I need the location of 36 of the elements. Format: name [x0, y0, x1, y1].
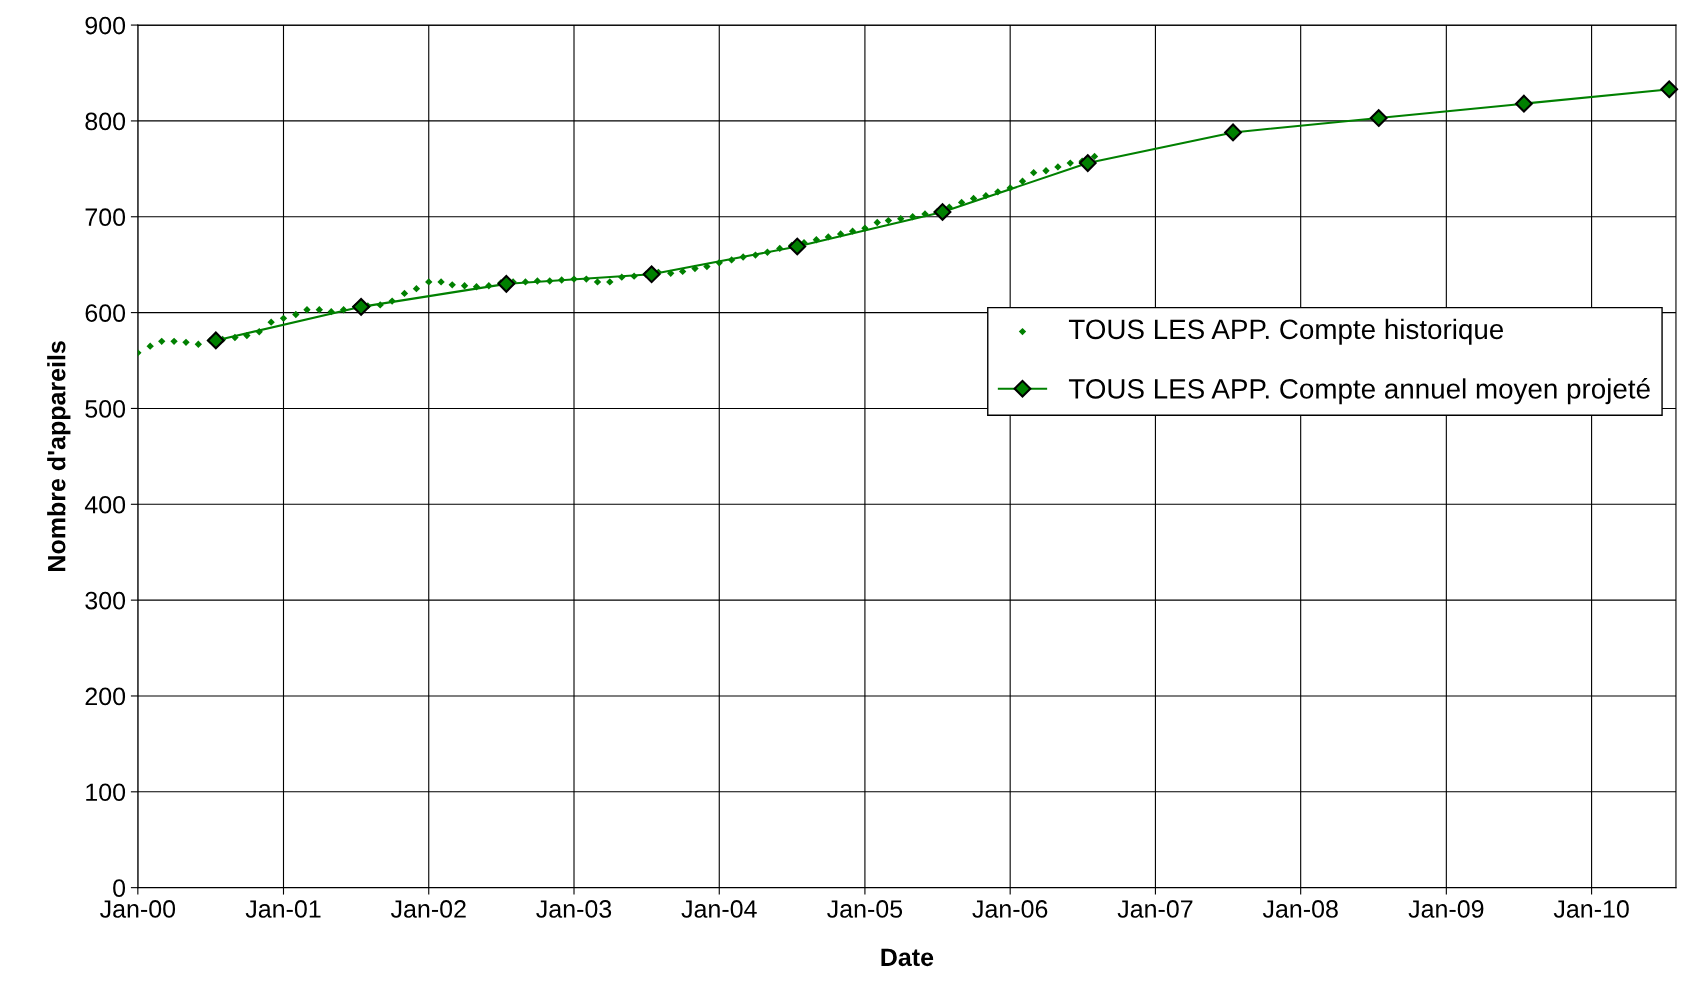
y-tick-label: 800	[85, 112, 126, 131]
x-tick-label: Jan-05	[827, 900, 903, 918]
x-tick-label: Jan-03	[536, 900, 612, 918]
x-tick-label: Jan-10	[1553, 900, 1629, 918]
y-tick-label: 700	[85, 208, 126, 227]
x-tick-label: Jan-08	[1262, 900, 1338, 918]
y-tick-label: 0	[113, 879, 126, 897]
x-tick-label: Jan-07	[1117, 900, 1193, 918]
point	[1078, 154, 1097, 172]
x-tick-label: Jan-02	[390, 900, 466, 918]
point	[352, 297, 370, 316]
point	[1660, 80, 1679, 99]
point	[933, 203, 952, 221]
point	[788, 237, 807, 256]
point	[497, 274, 516, 293]
point	[1515, 94, 1533, 113]
point	[1224, 123, 1242, 142]
x-tick-label: Jan-04	[681, 900, 757, 918]
y-tick-label: 500	[85, 400, 126, 418]
x-axis-title: Date	[881, 948, 934, 967]
x-tick-label: Jan-06	[972, 900, 1048, 918]
y-tick-label: 100	[86, 783, 126, 802]
point	[206, 331, 225, 350]
legend-label: TOUS LES APP. Compte historique	[1068, 318, 1504, 345]
x-tick-label: Jan-09	[1408, 900, 1484, 918]
point	[1369, 109, 1388, 127]
y-tick-label: 300	[85, 591, 126, 610]
y-axis-title: Nombre d'appareils	[47, 341, 71, 571]
x-tick-label: Jan-00	[100, 900, 176, 918]
y-tick-label: 600	[85, 304, 126, 322]
legend-label: TOUS LES APP. Compte annuel moyen projeté	[1068, 377, 1650, 405]
point	[642, 265, 661, 284]
x-tick-label: Jan-01	[245, 900, 321, 918]
y-tick-label: 200	[85, 687, 126, 706]
y-tick-label: 900	[85, 16, 126, 35]
y-tick-label: 400	[84, 495, 126, 514]
